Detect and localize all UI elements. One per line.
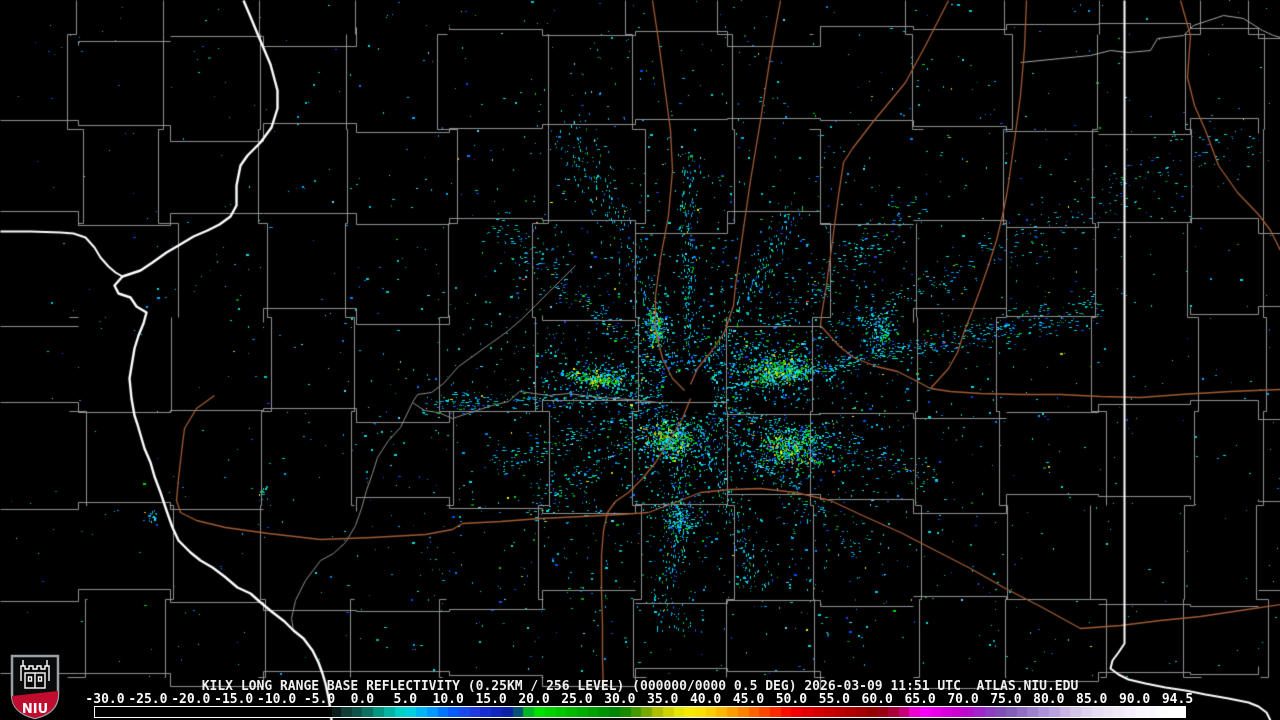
colorbar-tick-label: 40.0	[689, 692, 722, 707]
colorbar-tick-label: 55.0	[818, 692, 850, 707]
colorbar-tick-label: 90.0	[1118, 692, 1151, 707]
colorbar-tick-label: 50.0	[775, 692, 808, 707]
colorbar-tick-label: 80.0	[1033, 692, 1065, 707]
castle-icon	[20, 660, 50, 689]
colorbar-tick-label: 5.0	[393, 692, 418, 707]
product-caption: KILX LONG RANGE BASE REFLECTIVITY (0.25K…	[201, 679, 1079, 694]
niu-logo-text: NIU	[22, 702, 48, 717]
colorbar-gradient	[95, 707, 1185, 717]
reflectivity-colorbar	[94, 706, 1186, 718]
colorbar-tick-label: 25.0	[561, 692, 593, 707]
colorbar-tick-label: -5.0	[303, 692, 336, 707]
colorbar-tick-label: 20.0	[518, 692, 550, 707]
colorbar-tick-label: 94.5	[1161, 692, 1194, 707]
colorbar-tick-label: -15.0	[214, 692, 254, 707]
colorbar-tick-label: 35.0	[647, 692, 679, 707]
colorbar-tick-label: 30.0	[604, 692, 636, 707]
colorbar-tick-label: 15.0	[475, 692, 507, 707]
colorbar-tick-label: -25.0	[128, 692, 168, 707]
niu-logo: NIU	[10, 654, 60, 720]
colorbar-tick-label: 0.0	[350, 692, 375, 707]
colorbar-tick-label: -10.0	[257, 692, 297, 707]
colorbar-tick-label: 85.0	[1076, 692, 1108, 707]
colorbar-tick-label: 10.0	[432, 692, 464, 707]
colorbar-tick-label: 45.0	[732, 692, 765, 707]
colorbar-tick-label: 75.0	[990, 692, 1022, 707]
colorbar-tick-label: 60.0	[861, 692, 893, 707]
colorbar-tick-label: -20.0	[171, 692, 211, 707]
colorbar-tick-label: -30.0	[85, 692, 125, 707]
colorbar-tick-label: 70.0	[947, 692, 979, 707]
colorbar-tick-label: 65.0	[904, 692, 936, 707]
niu-shield-red-band	[12, 691, 58, 718]
